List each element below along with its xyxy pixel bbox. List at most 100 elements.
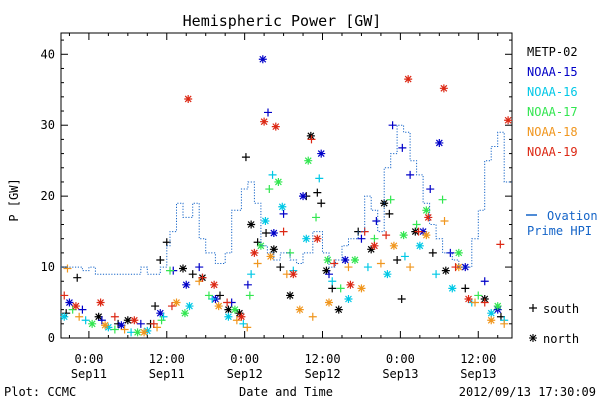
data-point-north (260, 117, 269, 126)
data-point-south (265, 185, 274, 194)
data-point-south (336, 284, 345, 293)
data-point-south (412, 220, 421, 229)
data-point-north (117, 321, 126, 330)
data-point-south (432, 270, 441, 279)
data-point-south (149, 319, 158, 328)
data-point-south (480, 298, 489, 307)
data-point-south (471, 298, 480, 307)
series-noaa-15 (65, 55, 502, 330)
data-point-north (178, 264, 187, 273)
data-point-north (504, 116, 513, 125)
data-point-north (214, 302, 223, 311)
data-point-north (261, 216, 270, 225)
data-point-north (237, 312, 246, 321)
data-point-north (143, 326, 152, 335)
data-point-south (357, 234, 366, 243)
data-point-north (322, 266, 331, 275)
data-point-north (60, 312, 69, 321)
legend-north: north (529, 332, 579, 346)
plus-marker-icon (529, 304, 537, 312)
data-point-south (110, 325, 119, 334)
data-point-south (397, 294, 406, 303)
data-point-south (325, 270, 334, 279)
data-point-south (151, 302, 160, 311)
x-axis-label: Date and Time (239, 385, 333, 399)
data-point-north (317, 149, 326, 158)
data-point-south (81, 316, 90, 325)
series-noaa-18 (63, 216, 509, 337)
data-point-south (307, 135, 316, 144)
timestamp: 2012/09/13 17:30:09 (459, 385, 596, 399)
data-point-north (295, 305, 304, 314)
data-point-north (299, 192, 308, 201)
data-point-north (250, 248, 259, 257)
data-point-north (180, 309, 189, 318)
data-point-north (346, 280, 355, 289)
legend-south-label: south (543, 302, 579, 316)
legend-ovation-label-2: Prime HPI (527, 224, 592, 238)
data-point-north (325, 298, 334, 307)
data-point-north (96, 298, 105, 307)
data-point-north (424, 213, 433, 222)
data-point-south (500, 319, 509, 328)
data-point-south (73, 273, 82, 282)
data-point-north (357, 284, 366, 293)
data-point-south (426, 185, 435, 194)
data-point-south (328, 284, 337, 293)
y-tick-label: 30 (41, 118, 55, 132)
x-tick-date-label: Sep12 (304, 367, 340, 381)
data-point-south (382, 231, 391, 240)
data-point-south (496, 240, 505, 249)
data-point-south (376, 259, 385, 268)
legend-item-noaa-16: NOAA-16 (527, 85, 578, 99)
legend-ovation-label-1: Ovation (547, 209, 598, 223)
data-point-south (204, 291, 213, 300)
y-tick-label: 10 (41, 260, 55, 274)
data-point-north (289, 270, 298, 279)
data-point-south (398, 143, 407, 152)
data-point-south (461, 284, 470, 293)
data-point-north (350, 255, 359, 264)
data-point-south (385, 209, 394, 218)
data-point-north (130, 316, 139, 325)
y-axis: 0 10 20 30 40 (41, 39, 512, 345)
data-point-south (286, 248, 295, 257)
x-tick-date-label: Sep12 (227, 367, 263, 381)
x-axis: 0:00Sep1112:00Sep110:00Sep1212:00Sep120:… (68, 33, 499, 381)
data-point-north (435, 138, 444, 147)
data-point-north (71, 302, 80, 311)
data-point-north (278, 202, 287, 211)
data-point-south (60, 291, 69, 300)
data-point-north (133, 328, 142, 337)
data-point-south (97, 316, 106, 325)
data-point-north (323, 255, 332, 264)
data-point-south (215, 291, 224, 300)
data-point-north (235, 309, 244, 318)
series-noaa-16 (60, 170, 509, 337)
data-point-north (404, 75, 413, 84)
data-point-north (224, 305, 233, 314)
data-point-south (393, 255, 402, 264)
ovation-hpi-line (61, 124, 512, 275)
data-point-north (182, 280, 191, 289)
data-point-south (62, 309, 71, 318)
data-point-south (406, 170, 415, 179)
data-point-south (120, 325, 129, 334)
x-tick-time-label: 12:00 (460, 352, 496, 366)
data-point-north (493, 302, 502, 311)
data-point-north (271, 122, 280, 131)
data-point-north (367, 245, 376, 254)
data-point-south (480, 277, 489, 286)
legend-south: south (529, 302, 579, 316)
plot-credit: Plot: CCMC (4, 385, 76, 399)
data-point-south (75, 312, 84, 321)
data-point-south (167, 302, 176, 311)
data-point-north (269, 245, 278, 254)
y-tick-label: 20 (41, 189, 55, 203)
data-point-south (276, 263, 285, 272)
series-ovation-prime-hpi (61, 124, 512, 275)
data-point-north (422, 231, 431, 240)
data-point-south (241, 153, 250, 162)
data-point-south (247, 270, 256, 279)
